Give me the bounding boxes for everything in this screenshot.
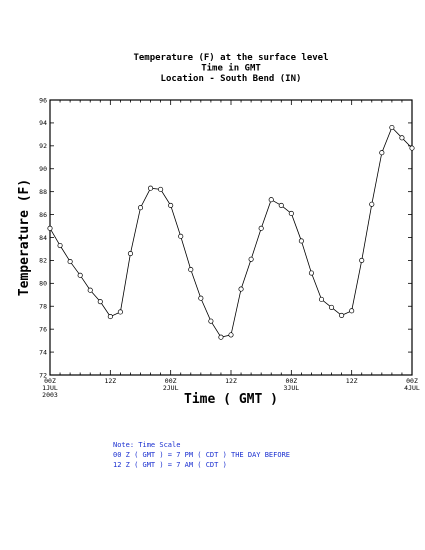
data-points (47, 124, 415, 340)
chart-title-line: Temperature (F) at the surface level (133, 53, 328, 63)
note-line-12z: 12 Z ( GMT ) = 7 AM ( CDT ) (113, 461, 227, 469)
x-tick-label: 00Z (44, 377, 56, 385)
data-point (127, 250, 133, 257)
y-tick-label: 94 (39, 119, 47, 127)
y-tick-label: 72 (39, 371, 47, 379)
y-tick-label: 74 (39, 348, 47, 356)
data-point (409, 145, 415, 151)
data-point (77, 272, 83, 278)
data-point (208, 318, 214, 324)
data-point (399, 135, 405, 141)
x-tick-label: 00Z (285, 377, 297, 385)
x-tick-label: 4JUL (404, 384, 420, 392)
data-point (258, 225, 264, 231)
y-tick-label: 90 (39, 165, 47, 173)
y-tick-label: 92 (39, 142, 47, 150)
y-axis-label: Temperature (F) (17, 179, 32, 296)
x-tick-label: 00Z (165, 377, 177, 385)
data-point (107, 314, 113, 320)
y-tick-label: 80 (39, 280, 47, 288)
data-point (379, 150, 385, 156)
note-line-00z: 00 Z ( GMT ) = 7 PM ( CDT ) THE DAY BEFO… (113, 451, 291, 459)
data-point (248, 256, 254, 262)
data-point (117, 309, 123, 315)
x-axis-label: Time ( GMT ) (184, 392, 278, 407)
data-point (278, 202, 284, 208)
data-point (238, 286, 244, 292)
y-tick-label: 76 (39, 325, 47, 333)
data-point (57, 242, 63, 249)
data-point (359, 257, 365, 263)
data-point (228, 332, 234, 338)
x-tick-label: 2JUL (163, 384, 179, 392)
x-tick-label: 1JUL (42, 384, 58, 392)
temperature-series-line (49, 126, 413, 338)
data-point (369, 201, 375, 207)
x-tick-label: 12Z (225, 377, 237, 385)
data-point (188, 267, 194, 273)
data-point (97, 299, 103, 305)
data-point (137, 205, 144, 211)
data-point (349, 308, 355, 314)
y-tick-label: 84 (39, 234, 47, 242)
data-point (339, 312, 345, 318)
data-point (389, 124, 395, 131)
x-tick-label: 12Z (104, 377, 116, 385)
data-point (288, 210, 294, 216)
data-point (318, 296, 325, 302)
x-tick-label: 12Z (346, 377, 358, 385)
data-point (308, 270, 314, 276)
x-tick-label: 00Z (406, 377, 418, 385)
x-tick-label: 3JUL (284, 384, 300, 392)
chart-title: Temperature (F) at the surface levelTime… (133, 53, 328, 84)
data-point (218, 334, 224, 340)
chart-title-line: Time in GMT (201, 63, 261, 74)
data-point (298, 238, 304, 244)
data-point (268, 197, 274, 203)
y-tick-label: 82 (39, 257, 47, 265)
y-tick-label: 78 (39, 303, 47, 311)
x-tick-label: 2003 (42, 391, 58, 399)
note-title: Note: Time Scale (113, 441, 181, 449)
y-tick-label: 86 (39, 211, 47, 219)
y-tick-label: 96 (39, 96, 47, 104)
y-axis: 72 74 76 78 80 82 84 86 88 90 92 94 96 (39, 96, 412, 379)
data-point (168, 202, 174, 208)
data-point (178, 233, 184, 239)
data-point (47, 225, 53, 231)
chart-title-line: Location - South Bend (IN) (161, 73, 302, 84)
data-point (158, 186, 164, 192)
data-point (329, 304, 335, 310)
data-point (148, 185, 154, 191)
y-tick-label: 88 (39, 188, 47, 196)
data-point (87, 287, 93, 293)
data-point (198, 295, 204, 301)
data-point (67, 259, 73, 265)
